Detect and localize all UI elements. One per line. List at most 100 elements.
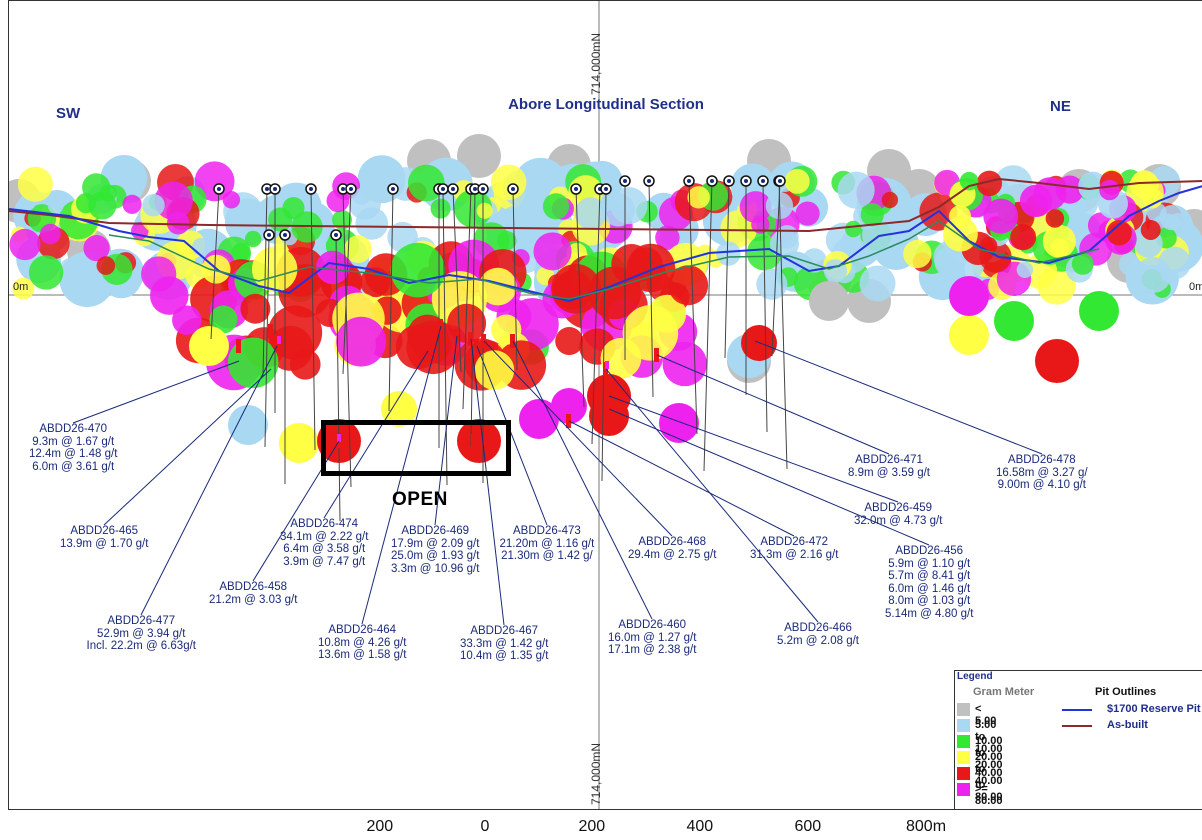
grade-blob: [268, 207, 293, 232]
grade-blob: [500, 205, 528, 233]
drill-hole-trace: [601, 188, 607, 482]
leader-line: [476, 345, 548, 526]
legend-class-label: >= 80.00: [975, 783, 1003, 807]
hole-collar-center: [473, 187, 477, 191]
grade-blob: [551, 388, 587, 424]
hole-collar-center: [283, 233, 287, 237]
ne-direction-label: NE: [1050, 98, 1071, 115]
section-frame: Abore Longitudinal Section SW NE 0m 0m 7…: [8, 0, 1202, 810]
intercept-text: 8.0m @ 1.03 g/t: [888, 595, 971, 608]
grade-blob: [1079, 291, 1119, 331]
grade-blob: [1016, 261, 1034, 278]
longitudinal-section-map: [9, 1, 1202, 809]
grade-blob: [142, 193, 165, 217]
hole-collar-center: [687, 179, 691, 183]
drill-hole-id: ABDD26-468: [638, 536, 707, 548]
drill-hole-id: ABDD26-460: [618, 619, 687, 631]
intercept-mark: [268, 324, 273, 338]
grade-blob: [390, 242, 446, 298]
grade-blob: [344, 235, 372, 263]
intercept-mark: [468, 332, 473, 346]
legend: Legend Gram Meter Pit Outlines < 5.00 5.0…: [954, 670, 1202, 809]
hole-collar-center: [391, 187, 395, 191]
grade-blob: [994, 301, 1034, 341]
drill-hole-id: ABDD26-466: [784, 622, 852, 634]
intercept-text: 31.3m @ 2.16 g/t: [750, 548, 839, 561]
intercept-text: 16.58m @ 3.27 g/: [996, 466, 1088, 479]
grade-blob: [622, 305, 679, 361]
drill-hole-label: ABDD26-467 33.3m @ 1.42 g/t 10.4m @ 1.35 g…: [460, 625, 548, 663]
intercept-mark: [277, 336, 281, 344]
grade-blob: [189, 326, 229, 366]
grade-blob: [96, 256, 116, 275]
grade-blob: [474, 350, 515, 390]
grade-blob: [244, 230, 262, 248]
drill-hole-trace: [210, 188, 220, 340]
drill-hole-label: ABDD26-459 32.0m @ 4.73 g/t: [854, 502, 942, 527]
leader-lines: [72, 325, 1043, 626]
intercept-text: 10.8m @ 4.26 g/t: [318, 636, 407, 649]
intercept-text: 16.0m @ 1.27 g/t: [608, 631, 697, 644]
hole-collar-center: [273, 187, 277, 191]
hole-collar-center: [349, 187, 353, 191]
hole-collar-center: [727, 179, 731, 183]
grade-blob: [479, 267, 517, 306]
leader-line: [605, 368, 819, 623]
northing-label-bottom: 714,000mN: [589, 742, 603, 805]
grade-blob: [9, 228, 41, 261]
intercept-text: 12.4m @ 1.48 g/t: [29, 448, 118, 461]
scale-bar: 200 0 200 400 600 800m: [0, 812, 1202, 840]
grade-blob: [881, 191, 899, 209]
grade-blob: [430, 198, 451, 219]
grade-blob: [949, 276, 989, 316]
hole-collar-center: [267, 233, 271, 237]
zero-level-right: 0m: [1189, 281, 1202, 293]
legend-class-label: < 5.00: [975, 703, 997, 727]
intercept-text: 6.0m @ 3.61 g/t: [32, 460, 115, 473]
intercept-text: 3.9m @ 7.47 g/t: [283, 555, 366, 568]
drill-hole-id: ABDD26-467: [470, 625, 539, 637]
legend-swatch: [957, 719, 970, 732]
drill-hole-trace: [310, 188, 316, 451]
grade-blob: [82, 173, 111, 202]
hole-collar-center: [265, 187, 269, 191]
leader-line: [483, 340, 673, 537]
grade-blob: [1130, 170, 1159, 199]
leader-line: [323, 350, 429, 519]
intercept-text: 5.9m @ 1.10 g/t: [888, 557, 971, 570]
grade-blob: [17, 166, 53, 202]
drill-hole-label: ABDD26-468 29.4m @ 2.75 g/t: [628, 536, 716, 561]
intercept-mark: [481, 334, 486, 348]
scale-tick-label: 400: [686, 818, 714, 835]
grade-blob: [240, 293, 271, 324]
intercept-mark: [337, 434, 341, 442]
intercept-text: 6.4m @ 3.58 g/t: [283, 543, 366, 556]
grade-blob: [1159, 204, 1185, 231]
grade-blob: [983, 198, 1019, 234]
open-target-box: [321, 420, 511, 476]
grade-blob: [860, 203, 884, 227]
hole-collar-center: [604, 187, 608, 191]
grade-blob: [150, 276, 189, 315]
grade-blob: [934, 246, 966, 278]
intercept-text: 5.7m @ 8.41 g/t: [888, 570, 971, 583]
intercept-mark: [474, 339, 479, 353]
grade-blob: [476, 202, 493, 219]
grade-blob: [122, 194, 142, 214]
grade-blob: [662, 341, 708, 387]
grade-blob: [859, 265, 896, 302]
grade-blob: [809, 281, 849, 321]
grade-blob: [332, 209, 352, 230]
hole-collar-center: [744, 179, 748, 183]
grade-blob: [775, 225, 799, 249]
grade-blob: [1099, 179, 1120, 201]
grade-blob: [976, 170, 1003, 197]
drill-hole-id: ABDD26-477: [107, 615, 176, 627]
legend-swatch: [957, 735, 970, 748]
drill-hole-trace: [442, 188, 448, 486]
grade-blob: [154, 181, 193, 221]
intercept-text: 34.1m @ 2.22 g/t: [280, 530, 369, 543]
drill-hole-label: ABDD26-466 5.2m @ 2.08 g/t: [777, 622, 859, 647]
intercept-text: 5.2m @ 2.08 g/t: [777, 634, 859, 647]
hole-collar-center: [761, 179, 765, 183]
